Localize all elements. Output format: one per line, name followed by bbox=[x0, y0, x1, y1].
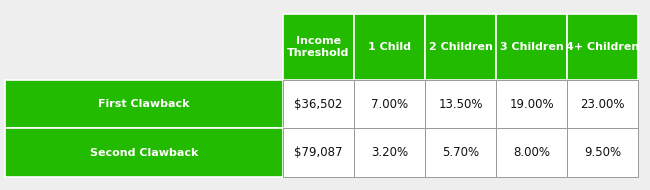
Bar bbox=[425, 80, 496, 128]
Bar bbox=[425, 14, 496, 80]
Bar bbox=[354, 14, 425, 80]
Bar bbox=[283, 128, 354, 177]
Bar bbox=[567, 14, 638, 80]
Text: Second Clawback: Second Clawback bbox=[90, 147, 198, 158]
Text: 4+ Children: 4+ Children bbox=[566, 42, 639, 52]
Text: 3 Children: 3 Children bbox=[500, 42, 564, 52]
Text: First Clawback: First Clawback bbox=[98, 99, 190, 109]
Text: $36,502: $36,502 bbox=[294, 97, 343, 111]
Bar bbox=[283, 80, 354, 128]
Bar bbox=[5, 80, 283, 128]
Bar bbox=[354, 80, 425, 128]
Text: $79,087: $79,087 bbox=[294, 146, 343, 159]
Bar bbox=[496, 80, 567, 128]
Text: 19.00%: 19.00% bbox=[509, 97, 554, 111]
Bar bbox=[496, 14, 567, 80]
Bar bbox=[5, 128, 283, 177]
Text: 3.20%: 3.20% bbox=[371, 146, 408, 159]
Text: Income
Threshold: Income Threshold bbox=[287, 36, 350, 58]
Text: 7.00%: 7.00% bbox=[371, 97, 408, 111]
Bar bbox=[567, 128, 638, 177]
Text: 2 Children: 2 Children bbox=[428, 42, 493, 52]
Text: 8.00%: 8.00% bbox=[513, 146, 550, 159]
Text: 23.00%: 23.00% bbox=[580, 97, 625, 111]
Bar bbox=[567, 80, 638, 128]
Bar bbox=[496, 128, 567, 177]
Bar bbox=[354, 128, 425, 177]
Text: 9.50%: 9.50% bbox=[584, 146, 621, 159]
Text: 1 Child: 1 Child bbox=[368, 42, 411, 52]
Bar bbox=[425, 128, 496, 177]
Text: 5.70%: 5.70% bbox=[442, 146, 479, 159]
Bar bbox=[283, 14, 354, 80]
Text: 13.50%: 13.50% bbox=[438, 97, 483, 111]
